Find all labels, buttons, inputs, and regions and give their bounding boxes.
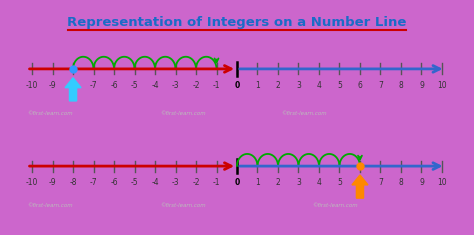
Text: -6: -6 — [110, 178, 118, 187]
Text: 2: 2 — [275, 81, 280, 90]
Text: 3: 3 — [296, 81, 301, 90]
Text: 6: 6 — [357, 81, 363, 90]
Text: 4: 4 — [317, 81, 321, 90]
Text: 6: 6 — [357, 178, 363, 187]
Text: -4: -4 — [151, 81, 159, 90]
Text: -2: -2 — [192, 178, 200, 187]
Text: 1: 1 — [255, 81, 260, 90]
Text: 8: 8 — [399, 178, 403, 187]
Text: -5: -5 — [131, 178, 138, 187]
Text: -10: -10 — [26, 178, 38, 187]
Polygon shape — [65, 78, 81, 101]
Text: -9: -9 — [49, 81, 56, 90]
Text: 7: 7 — [378, 178, 383, 187]
Text: 7: 7 — [378, 81, 383, 90]
Text: 1: 1 — [255, 178, 260, 187]
Text: 9: 9 — [419, 81, 424, 90]
Text: 2: 2 — [275, 178, 280, 187]
Text: 8: 8 — [399, 81, 403, 90]
Text: ©first-learn.com: ©first-learn.com — [161, 111, 206, 116]
Text: 4: 4 — [317, 178, 321, 187]
Text: ©first-learn.com: ©first-learn.com — [27, 203, 73, 208]
Text: -9: -9 — [49, 178, 56, 187]
Text: 0: 0 — [234, 178, 240, 187]
Text: 10: 10 — [437, 81, 447, 90]
Text: -4: -4 — [151, 178, 159, 187]
Text: ©first-learn.com: ©first-learn.com — [312, 203, 358, 208]
Text: -1: -1 — [213, 178, 220, 187]
Text: -10: -10 — [26, 81, 38, 90]
Text: ©first-learn.com: ©first-learn.com — [281, 111, 327, 116]
Text: 5: 5 — [337, 81, 342, 90]
Text: Representation of Integers on a Number Line: Representation of Integers on a Number L… — [67, 16, 407, 29]
Text: 5: 5 — [337, 178, 342, 187]
Text: -7: -7 — [90, 178, 97, 187]
Text: -6: -6 — [110, 81, 118, 90]
Text: ©first-learn.com: ©first-learn.com — [161, 203, 206, 208]
Text: -2: -2 — [192, 81, 200, 90]
Text: 10: 10 — [437, 178, 447, 187]
Text: 3: 3 — [296, 178, 301, 187]
Text: -8: -8 — [69, 81, 77, 90]
Text: 0: 0 — [234, 81, 240, 90]
Text: -5: -5 — [131, 81, 138, 90]
Text: -7: -7 — [90, 81, 97, 90]
Text: 9: 9 — [419, 178, 424, 187]
Text: -3: -3 — [172, 81, 179, 90]
Polygon shape — [352, 175, 368, 198]
Text: ©first-learn.com: ©first-learn.com — [27, 111, 73, 116]
Text: -3: -3 — [172, 178, 179, 187]
Text: -1: -1 — [213, 81, 220, 90]
Text: -8: -8 — [69, 178, 77, 187]
